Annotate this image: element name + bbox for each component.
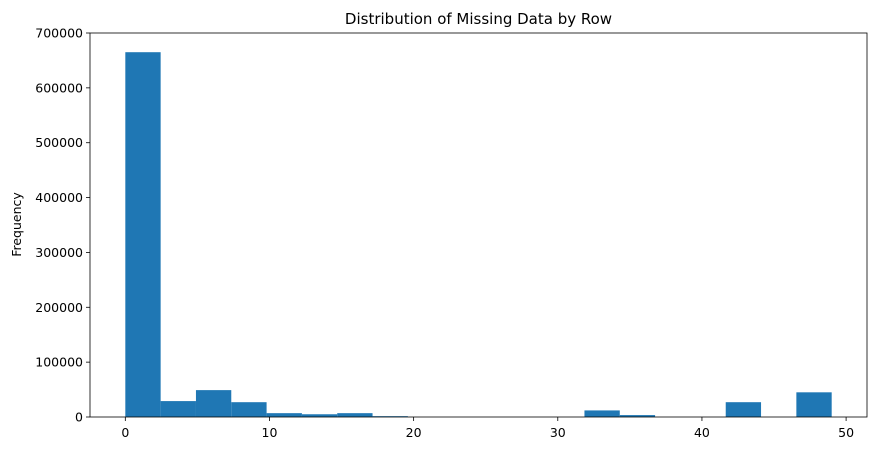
y-axis-ticks: 0 100000 200000 300000 400000 500000 600000 700… bbox=[35, 26, 90, 425]
y-tick-label: 300000 bbox=[35, 245, 83, 260]
histogram-bar bbox=[372, 416, 408, 417]
x-tick-label: 50 bbox=[838, 425, 854, 440]
bars-group bbox=[125, 52, 832, 417]
y-tick-label: 100000 bbox=[35, 355, 83, 370]
x-axis-ticks: 0 10 20 30 40 50 bbox=[121, 417, 854, 440]
y-tick-label: 0 bbox=[75, 410, 83, 425]
histogram-bar bbox=[195, 390, 232, 417]
x-tick-label: 0 bbox=[121, 425, 129, 440]
y-tick-label: 200000 bbox=[35, 300, 83, 315]
histogram-bar bbox=[584, 410, 620, 417]
y-tick-label: 400000 bbox=[35, 190, 83, 205]
chart-title: Distribution of Missing Data by Row bbox=[345, 10, 612, 28]
histogram-bar bbox=[725, 402, 762, 417]
plot-area-frame bbox=[89, 32, 868, 418]
histogram-bar bbox=[160, 401, 196, 417]
y-tick-label: 500000 bbox=[35, 135, 83, 150]
histogram-bar bbox=[231, 402, 267, 417]
x-tick-label: 40 bbox=[694, 425, 710, 440]
x-tick-label: 30 bbox=[550, 425, 566, 440]
histogram-bar bbox=[125, 52, 161, 417]
y-axis-label: Frequency bbox=[9, 192, 24, 257]
histogram-bar bbox=[619, 415, 656, 417]
y-tick-label: 700000 bbox=[35, 26, 83, 41]
histogram-bar bbox=[796, 392, 832, 417]
histogram-bar bbox=[337, 413, 373, 417]
x-tick-label: 20 bbox=[406, 425, 422, 440]
y-tick-label: 600000 bbox=[35, 80, 83, 95]
histogram-bar bbox=[301, 414, 338, 417]
histogram-bar bbox=[266, 413, 302, 417]
x-tick-label: 10 bbox=[262, 425, 278, 440]
